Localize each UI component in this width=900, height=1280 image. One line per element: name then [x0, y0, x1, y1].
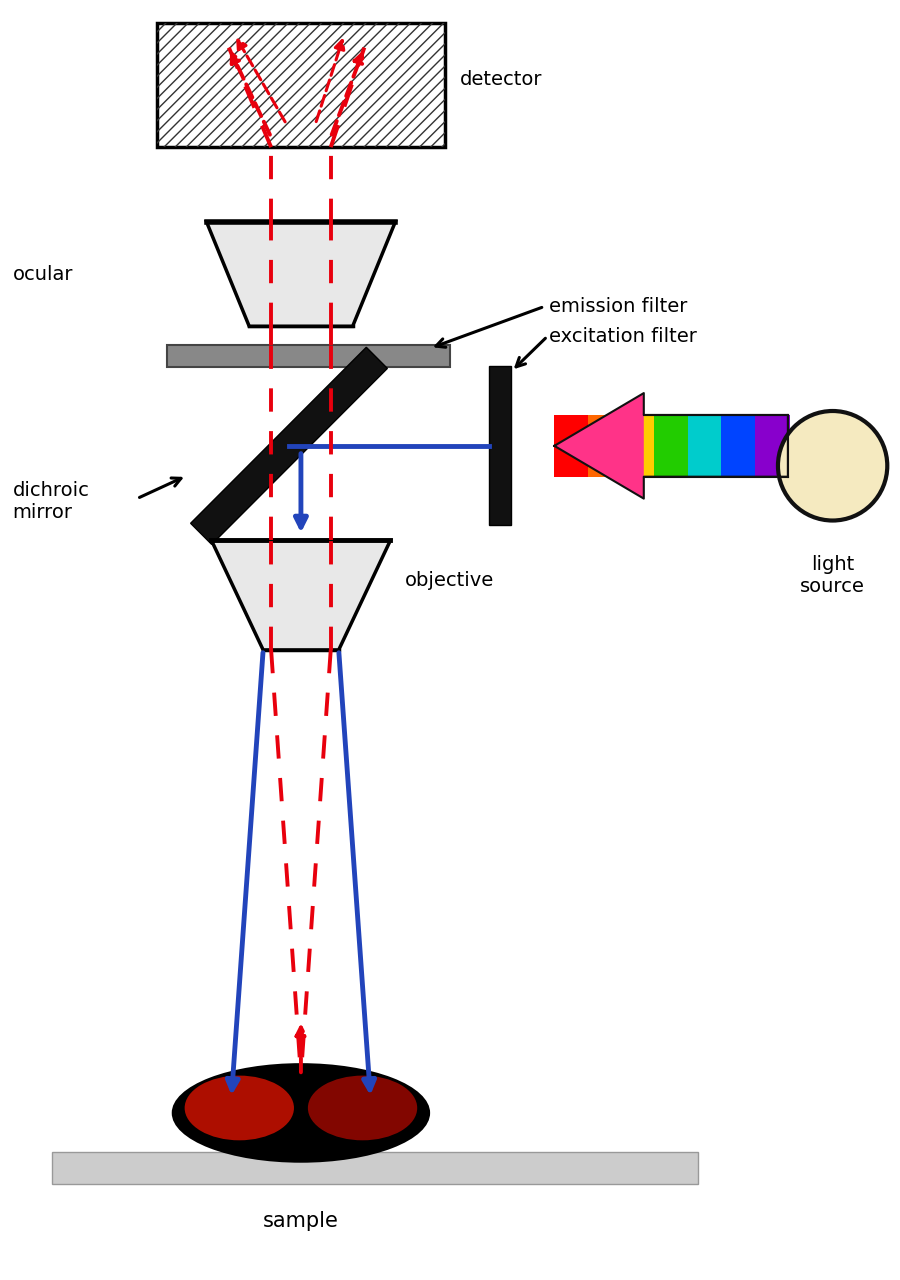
Polygon shape: [554, 393, 644, 499]
Text: ocular: ocular: [13, 265, 73, 284]
Circle shape: [778, 411, 887, 521]
Bar: [654, 415, 689, 476]
Text: emission filter: emission filter: [549, 297, 688, 316]
Bar: [621, 415, 656, 476]
Bar: [688, 415, 724, 476]
Polygon shape: [212, 540, 391, 650]
Text: dichroic
mirror: dichroic mirror: [13, 481, 90, 522]
Ellipse shape: [308, 1075, 418, 1140]
Ellipse shape: [184, 1075, 294, 1140]
Bar: [52, 1152, 698, 1184]
Polygon shape: [206, 221, 395, 326]
Text: light
source: light source: [800, 556, 865, 596]
Ellipse shape: [172, 1064, 430, 1162]
Polygon shape: [191, 347, 387, 544]
Bar: [166, 346, 450, 367]
Bar: [157, 23, 445, 147]
Bar: [489, 366, 510, 526]
Text: objective: objective: [405, 571, 494, 590]
Bar: [721, 415, 757, 476]
Text: sample: sample: [263, 1211, 339, 1231]
Text: detector: detector: [460, 70, 543, 90]
Bar: [554, 415, 590, 476]
Text: excitation filter: excitation filter: [549, 326, 698, 346]
Bar: [157, 23, 445, 147]
Bar: [588, 415, 623, 476]
Bar: [754, 415, 790, 476]
